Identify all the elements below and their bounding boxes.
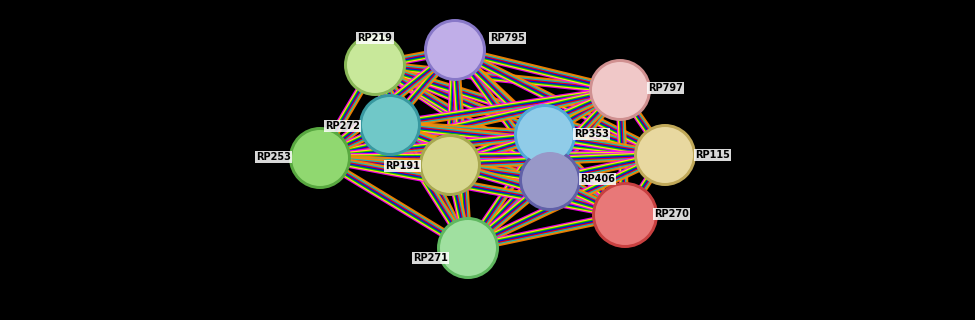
Circle shape [519, 149, 581, 211]
Circle shape [637, 127, 693, 183]
Circle shape [522, 152, 578, 208]
Circle shape [292, 130, 348, 186]
Circle shape [440, 220, 496, 276]
Circle shape [289, 127, 351, 189]
Circle shape [419, 134, 481, 196]
Circle shape [592, 62, 648, 118]
Circle shape [592, 182, 658, 248]
Text: RP272: RP272 [325, 121, 360, 131]
Circle shape [634, 124, 696, 186]
Circle shape [422, 137, 478, 193]
Text: RP270: RP270 [654, 209, 689, 219]
Text: RP219: RP219 [358, 33, 392, 43]
Circle shape [359, 94, 421, 156]
Circle shape [437, 217, 499, 279]
Circle shape [347, 37, 403, 93]
Circle shape [427, 22, 483, 78]
Text: RP271: RP271 [413, 253, 448, 263]
Circle shape [514, 104, 576, 166]
Text: RP353: RP353 [574, 129, 608, 139]
Circle shape [595, 185, 655, 245]
Circle shape [517, 107, 573, 163]
Text: RP115: RP115 [695, 150, 730, 160]
Circle shape [362, 97, 418, 153]
Circle shape [344, 34, 406, 96]
Circle shape [589, 59, 651, 121]
Text: RP797: RP797 [648, 83, 682, 93]
Text: RP253: RP253 [256, 152, 291, 162]
Text: RP191: RP191 [385, 161, 420, 171]
Text: RP406: RP406 [580, 174, 615, 184]
Circle shape [424, 19, 486, 81]
Text: RP795: RP795 [490, 33, 525, 43]
